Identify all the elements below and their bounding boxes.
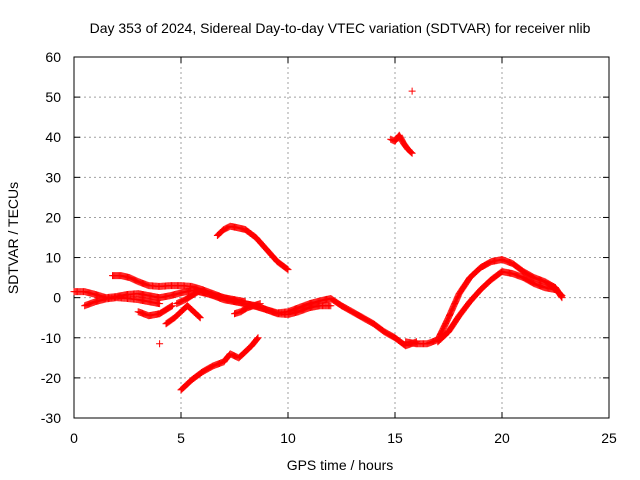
x-tick-label: 0 bbox=[70, 430, 78, 446]
data-point bbox=[408, 149, 416, 157]
y-tick-label: 20 bbox=[45, 209, 61, 225]
chart-title: Day 353 of 2024, Sidereal Day-to-day VTE… bbox=[90, 20, 591, 36]
data-points bbox=[70, 87, 566, 394]
x-tick-label: 15 bbox=[387, 430, 403, 446]
plot-frame bbox=[73, 56, 610, 419]
data-point bbox=[156, 300, 164, 308]
grid-lines bbox=[74, 57, 609, 418]
data-point bbox=[282, 264, 290, 272]
data-point bbox=[196, 314, 204, 322]
data-point bbox=[408, 87, 416, 95]
y-tick-label: -30 bbox=[41, 410, 61, 426]
x-tick-label: 10 bbox=[280, 430, 296, 446]
x-tick-label: 5 bbox=[177, 430, 185, 446]
data-point bbox=[168, 302, 176, 310]
data-point bbox=[558, 292, 566, 300]
y-tick-label: 50 bbox=[45, 89, 61, 105]
data-point bbox=[156, 340, 164, 348]
y-tick-label: 0 bbox=[53, 290, 61, 306]
x-tick-label: 25 bbox=[601, 430, 617, 446]
data-point bbox=[195, 312, 203, 320]
y-tick-label: -20 bbox=[41, 370, 61, 386]
data-point bbox=[406, 148, 414, 156]
x-axis-label: GPS time / hours bbox=[287, 457, 394, 473]
data-point bbox=[241, 298, 249, 306]
data-point bbox=[496, 269, 504, 277]
data-point bbox=[195, 313, 203, 321]
data-point bbox=[256, 300, 264, 308]
y-tick-label: 10 bbox=[45, 250, 61, 266]
x-tick-label: 20 bbox=[494, 430, 510, 446]
y-axis-label: SDTVAR / TECUs bbox=[5, 182, 21, 294]
axis-ticks: 0 5 10 15 20 25 -30 -20 -10 0 10 20 30 40 50 60 bbox=[41, 49, 617, 446]
data-point bbox=[407, 148, 415, 156]
data-point bbox=[327, 302, 335, 310]
data-point bbox=[284, 266, 292, 274]
data-point bbox=[254, 334, 262, 342]
data-point bbox=[557, 291, 565, 299]
data-point bbox=[253, 336, 261, 344]
data-point bbox=[556, 290, 564, 298]
data-point bbox=[283, 265, 291, 273]
data-point bbox=[168, 302, 176, 310]
y-tick-label: 30 bbox=[45, 169, 61, 185]
data-point bbox=[253, 335, 261, 343]
y-tick-label: -10 bbox=[41, 330, 61, 346]
y-tick-label: 40 bbox=[45, 129, 61, 145]
y-tick-label: 60 bbox=[45, 49, 61, 65]
